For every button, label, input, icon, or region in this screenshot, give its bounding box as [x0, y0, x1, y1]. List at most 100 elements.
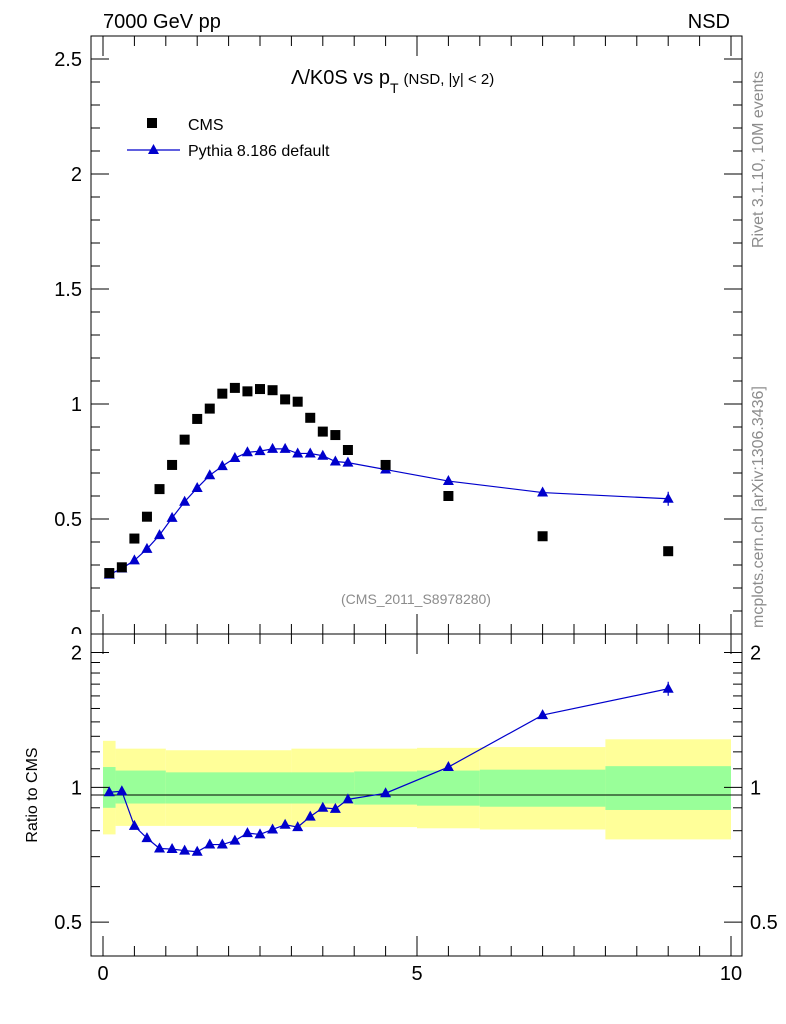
- cms-point: [116, 562, 127, 573]
- cms-point: [292, 396, 303, 407]
- cms-point: [141, 511, 152, 522]
- ratio-point: [292, 821, 304, 832]
- ratio-bands: [103, 739, 731, 840]
- cms-point: [330, 430, 341, 441]
- legend-pythia-label: Pythia 8.186 default: [188, 143, 330, 160]
- pythia-point: [254, 445, 266, 456]
- y-tick-label: 2: [71, 164, 82, 186]
- x-tick-label: 0: [97, 963, 108, 985]
- cms-point: [255, 384, 265, 395]
- ratio-y-tick-label-left: 1: [71, 777, 82, 799]
- ratio-point: [662, 682, 674, 693]
- ratio-point: [380, 787, 392, 798]
- cms-point: [317, 426, 328, 437]
- mcplots-label: mcplots.cern.ch [arXiv:1306.3436]: [750, 386, 767, 628]
- ratio-point: [128, 819, 140, 830]
- ratio-point: [141, 832, 153, 843]
- cms-point: [242, 386, 253, 397]
- cms-point: [267, 385, 278, 396]
- cms-point: [204, 403, 215, 414]
- ratio-point: [304, 810, 316, 821]
- cms-point: [104, 568, 115, 579]
- x-tick-label: 5: [411, 963, 422, 985]
- ratio-point: [204, 838, 216, 849]
- main-title-suffix: (NSD, |y| < 2): [404, 71, 495, 88]
- cms-point: [229, 382, 240, 393]
- ratio-y-tick-label-right: 1: [750, 777, 761, 799]
- cms-point: [280, 394, 291, 405]
- pythia-point: [179, 495, 191, 506]
- pythia-point: [229, 452, 241, 463]
- y-tick-label: 1.5: [54, 279, 82, 301]
- cms-point: [663, 546, 674, 557]
- stat-band: [605, 766, 731, 810]
- y-tick-label: 0: [71, 624, 82, 646]
- ratio-point: [267, 823, 279, 834]
- rivet-label: Rivet 3.1.10, 10M events: [750, 71, 767, 248]
- legend-cms-label: CMS: [188, 117, 224, 134]
- ratio-point: [179, 844, 191, 855]
- ratio-point: [103, 786, 115, 797]
- ratio-ylabel: Ratio to CMS: [24, 747, 41, 842]
- cms-point: [129, 533, 140, 544]
- pythia-point: [304, 447, 316, 458]
- y-tick-label: 0.5: [54, 509, 82, 531]
- cms-point: [342, 445, 353, 455]
- main-plot: 0.5 1 1.5 2 2.5 0 Λ/K0S vs pT (NSD, |y| < 2) (…: [54, 35, 743, 646]
- main-title: Λ/K0S vs pT (NSD, |y| < 2): [291, 67, 494, 96]
- pythia-point: [329, 455, 341, 466]
- analysis-watermark: (CMS_2011_S8978280): [341, 591, 491, 607]
- stat-band: [165, 772, 355, 804]
- pythia-point: [191, 481, 203, 492]
- ratio-plot: 0.5 0.5 1 1 2 2 0 5 10 Ratio to CMS: [24, 633, 778, 985]
- header-right: NSD: [688, 11, 730, 33]
- ratio-point: [191, 845, 203, 856]
- cms-point: [217, 388, 228, 399]
- cms-point: [192, 413, 203, 424]
- ratio-point: [216, 838, 228, 849]
- pythia-point: [128, 554, 140, 565]
- pythia-point: [442, 475, 454, 486]
- y-tick-label: 2.5: [54, 49, 82, 71]
- ratio-point: [329, 802, 341, 813]
- ratio-point: [241, 827, 253, 838]
- ratio-point: [154, 842, 166, 853]
- x-tick-label: 10: [720, 963, 742, 985]
- cms-point: [154, 484, 165, 495]
- ratio-point: [229, 834, 241, 845]
- main-axis-ticks: 0.5 1 1.5 2 2.5 0: [54, 36, 742, 646]
- ratio-point: [279, 818, 291, 829]
- ratio-point: [317, 801, 329, 812]
- main-title-subscript: T: [390, 80, 399, 96]
- main-marks: [103, 382, 674, 579]
- pythia-point: [204, 469, 216, 480]
- pythia-point: [267, 442, 279, 453]
- pythia-point: [216, 460, 228, 471]
- legend-cms-marker: [147, 118, 157, 128]
- pythia-point: [279, 442, 291, 453]
- cms-point: [537, 531, 548, 542]
- header-left: 7000 GeV pp: [103, 11, 221, 33]
- ratio-axis-ticks: 0.5 0.5 1 1 2 2 0 5 10: [54, 634, 778, 985]
- pythia-point: [241, 446, 253, 457]
- cms-point: [380, 459, 391, 470]
- legend: CMS Pythia 8.186 default: [127, 117, 330, 160]
- ratio-point: [442, 761, 454, 772]
- pythia-point: [342, 456, 354, 467]
- cms-point: [305, 412, 316, 423]
- pythia-point: [292, 447, 304, 458]
- ratio-y-tick-label-right: 0.5: [750, 912, 778, 934]
- stat-band: [479, 769, 606, 807]
- ratio-point: [342, 793, 354, 804]
- y-tick-label: 1: [71, 394, 82, 416]
- cms-point: [167, 459, 178, 470]
- ratio-point: [116, 785, 128, 796]
- y-zero-label-group: 0: [71, 624, 82, 646]
- ratio-y-tick-label-right: 2: [750, 643, 761, 665]
- pythia-point: [317, 449, 329, 460]
- pythia-point: [166, 511, 178, 522]
- cms-point: [443, 491, 454, 501]
- ratio-y-tick-label-left: 0.5: [54, 912, 82, 934]
- ratio-point: [254, 828, 266, 839]
